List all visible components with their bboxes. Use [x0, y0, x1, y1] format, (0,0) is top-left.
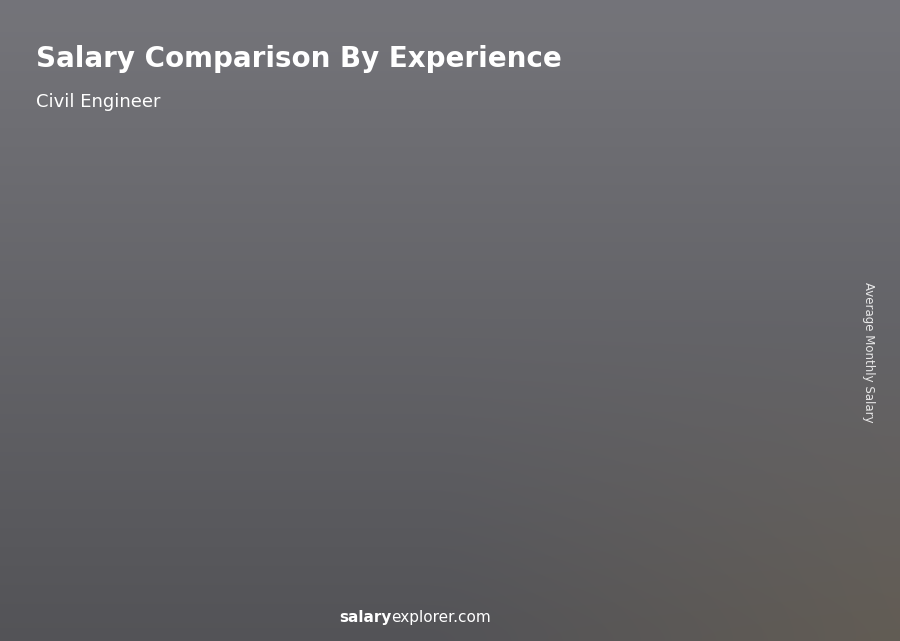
Polygon shape	[434, 226, 528, 243]
Text: Average Monthly Salary: Average Monthly Salary	[862, 282, 875, 423]
Text: 2,140 EUR: 2,140 EUR	[62, 407, 128, 420]
Text: +8%: +8%	[633, 95, 679, 113]
Text: 2,860 EUR: 2,860 EUR	[188, 360, 253, 372]
Text: 5,150 EUR: 5,150 EUR	[439, 209, 504, 222]
Polygon shape	[559, 195, 653, 214]
Bar	[183, 386, 260, 564]
Polygon shape	[135, 424, 151, 564]
Text: +9%: +9%	[508, 125, 554, 143]
Text: explorer.com: explorer.com	[392, 610, 491, 625]
Text: +22%: +22%	[375, 156, 434, 174]
Text: +48%: +48%	[250, 217, 309, 235]
Polygon shape	[511, 226, 528, 564]
Bar	[57, 431, 135, 564]
Text: Civil Engineer: Civil Engineer	[36, 93, 160, 111]
Text: 5,620 EUR: 5,620 EUR	[564, 178, 630, 191]
Bar	[685, 185, 762, 564]
Text: ⚔: ⚔	[795, 63, 807, 78]
Text: Salary Comparison By Experience: Salary Comparison By Experience	[36, 45, 562, 73]
Bar	[559, 214, 637, 564]
Polygon shape	[57, 424, 151, 431]
Polygon shape	[762, 164, 779, 564]
Polygon shape	[260, 376, 277, 564]
Text: 6,080 EUR: 6,080 EUR	[690, 147, 755, 161]
Polygon shape	[308, 286, 402, 301]
Text: +34%: +34%	[124, 306, 183, 324]
Polygon shape	[386, 286, 402, 564]
Polygon shape	[637, 195, 653, 564]
Text: 4,230 EUR: 4,230 EUR	[313, 269, 379, 283]
Polygon shape	[685, 164, 779, 185]
Polygon shape	[183, 376, 277, 386]
Text: salary: salary	[339, 610, 392, 625]
Bar	[434, 243, 511, 564]
Bar	[747, 38, 855, 71]
Bar	[308, 301, 386, 564]
Bar	[747, 71, 855, 103]
